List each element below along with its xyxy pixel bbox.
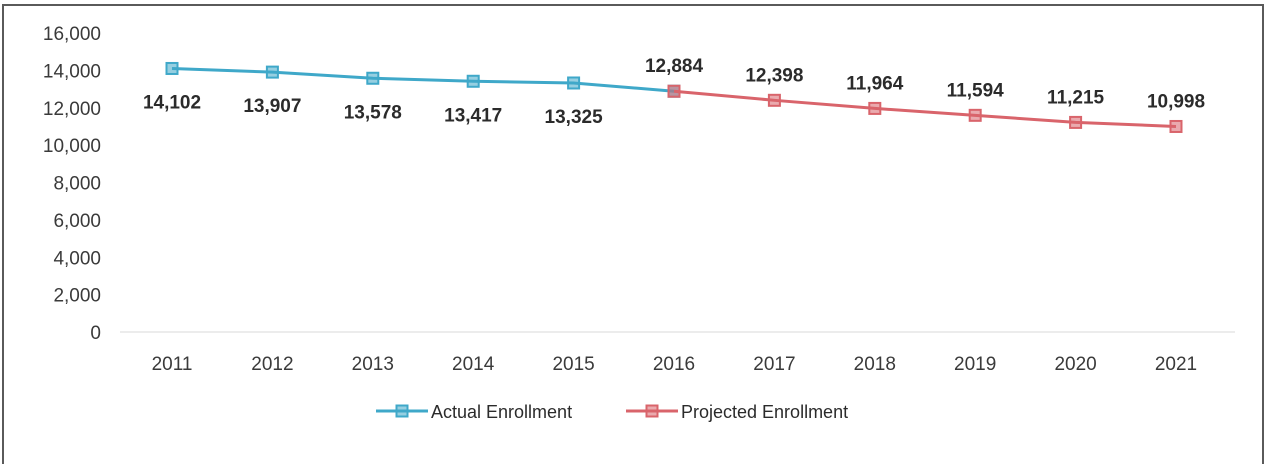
legend: Actual Enrollment Projected Enrollment bbox=[376, 402, 848, 422]
data-point-marker bbox=[165, 61, 179, 75]
x-tick-label: 2017 bbox=[753, 354, 795, 375]
x-tick-label: 2014 bbox=[452, 354, 495, 375]
data-point-marker bbox=[767, 93, 781, 107]
legend-swatch-marker bbox=[395, 404, 409, 418]
legend-label: Actual Enrollment bbox=[431, 402, 572, 422]
x-tick-label: 2018 bbox=[854, 354, 896, 375]
x-tick-label: 2019 bbox=[954, 354, 996, 375]
series-line bbox=[673, 89, 1177, 128]
x-tick-label: 2015 bbox=[552, 354, 594, 375]
y-tick-label: 4,000 bbox=[53, 248, 101, 269]
y-tick-label: 6,000 bbox=[53, 211, 101, 232]
y-tick-label: 10,000 bbox=[43, 136, 101, 157]
data-point-marker bbox=[265, 65, 279, 79]
x-tick-label: 2012 bbox=[251, 354, 293, 375]
y-tick-label: 8,000 bbox=[53, 174, 101, 195]
data-point-marker bbox=[366, 71, 380, 85]
data-label: 11,215 bbox=[1047, 87, 1104, 108]
data-point-marker bbox=[1069, 115, 1083, 129]
chart-frame bbox=[2, 4, 1264, 464]
data-label: 13,417 bbox=[444, 105, 502, 126]
data-point-marker bbox=[466, 74, 480, 88]
data-point-marker bbox=[667, 84, 681, 98]
series-line bbox=[171, 66, 675, 93]
data-label: 13,325 bbox=[545, 107, 604, 128]
x-tick-label: 2021 bbox=[1155, 354, 1197, 375]
y-tick-label: 2,000 bbox=[53, 286, 101, 307]
data-label: 12,398 bbox=[745, 65, 803, 86]
data-label: 11,594 bbox=[947, 80, 1004, 101]
data-label: 13,578 bbox=[344, 102, 402, 123]
data-point-marker bbox=[868, 101, 882, 115]
legend-swatch-marker bbox=[645, 404, 659, 418]
series-layer bbox=[165, 61, 1183, 133]
data-labels: 14,102 13,907 13,578 13,417 13,325 12,884 12,3… bbox=[143, 56, 1205, 128]
data-point-marker bbox=[567, 76, 581, 90]
y-tick-label: 14,000 bbox=[43, 61, 101, 82]
data-label: 14,102 bbox=[143, 92, 201, 113]
x-axis: 2011 2012 2013 2014 2015 2016 2017 2018 2019 2020… bbox=[152, 354, 1198, 375]
legend-label: Projected Enrollment bbox=[681, 402, 848, 422]
x-tick-label: 2020 bbox=[1054, 354, 1096, 375]
y-axis: 0 2,000 4,000 6,000 8,000 10,000 12,000 14,000 1… bbox=[43, 24, 101, 344]
data-label: 12,884 bbox=[645, 56, 704, 77]
x-tick-label: 2013 bbox=[352, 354, 394, 375]
y-tick-label: 16,000 bbox=[43, 24, 101, 45]
data-label: 11,964 bbox=[846, 73, 903, 94]
y-tick-label: 0 bbox=[90, 323, 101, 344]
y-tick-label: 12,000 bbox=[43, 99, 101, 120]
data-label: 10,998 bbox=[1147, 91, 1205, 112]
data-point-marker bbox=[968, 108, 982, 122]
x-tick-label: 2011 bbox=[152, 354, 193, 375]
data-point-marker bbox=[1169, 119, 1183, 133]
x-tick-label: 2016 bbox=[653, 354, 695, 375]
data-label: 13,907 bbox=[243, 96, 301, 117]
